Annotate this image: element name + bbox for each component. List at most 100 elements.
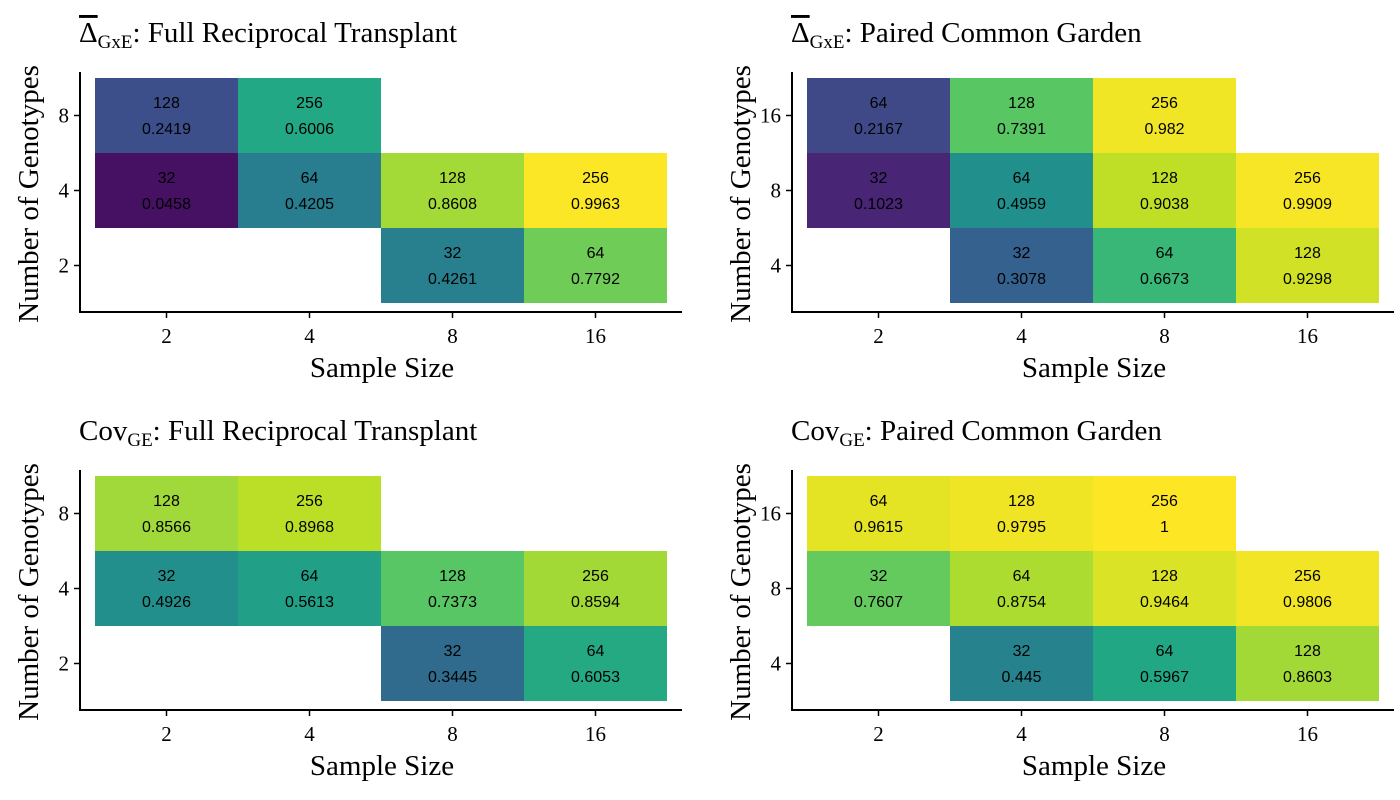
y-tick-label: 8 [771,179,782,203]
cell-value-label: 0.445 [1001,669,1041,686]
heatmap-cell [1093,551,1236,626]
y-tick-label: 4 [771,254,782,278]
x-tick-label: 8 [1159,722,1170,746]
cell-value-label: 0.5613 [285,594,334,611]
heatmap-cell [381,228,524,303]
cell-total-label: 256 [582,568,609,585]
cell-total-label: 64 [870,95,888,112]
heatmap-cell [950,153,1093,228]
cell-value-label: 0.3445 [428,669,477,686]
cell-total-label: 32 [870,568,888,585]
cell-value-label: 0.9963 [571,196,620,213]
heatmap-cell [238,476,381,551]
y-tick-label: 2 [59,652,70,676]
y-axis-title: Number of Genotypes [13,65,45,323]
heatmap-cell [524,551,667,626]
y-tick-label: 4 [59,577,70,601]
cell-value-label: 0.9038 [1140,196,1189,213]
heatmap-cell [1093,153,1236,228]
cell-total-label: 128 [1151,568,1178,585]
cell-total-label: 128 [1008,95,1035,112]
cell-total-label: 128 [1294,643,1321,660]
title-rest: : Full Reciprocal Transplant [132,17,457,49]
cell-total-label: 64 [1156,643,1174,660]
cell-value-label: 0.7391 [997,121,1046,138]
heatmap-cell [1093,626,1236,701]
cell-total-label: 256 [1294,568,1321,585]
heatmap-cell [807,476,950,551]
heatmap-cell [950,78,1093,153]
title-main: Δ [79,17,98,49]
heatmap-cell [1236,626,1379,701]
y-tick-label: 2 [59,254,70,278]
heatmap-cell [524,626,667,701]
title-subscript: GE [839,430,864,451]
cell-total-label: 64 [587,643,605,660]
cell-total-label: 64 [587,245,605,262]
x-tick-label: 16 [1297,324,1318,348]
x-tick-label: 2 [873,324,884,348]
heatmap-cell [807,78,950,153]
x-tick-label: 16 [585,722,606,746]
cell-total-label: 128 [153,493,180,510]
cell-total-label: 128 [1151,170,1178,187]
x-axis-title: Sample Size [310,352,454,384]
cell-value-label: 0.2419 [142,121,191,138]
cell-value-label: 0.8968 [285,519,334,536]
y-tick-label: 4 [771,652,782,676]
heatmap-panel: CovGE: Full Reciprocal Transplant 128 0.85… [13,415,682,782]
cell-total-label: 128 [1294,245,1321,262]
cell-value-label: 0.9298 [1283,271,1332,288]
heatmap-cell [95,551,238,626]
cell-total-label: 256 [582,170,609,187]
heatmap-panel: ΔGxE: Paired Common Garden 64 0.2167 128 0.7… [725,17,1394,384]
axis-lines [79,72,682,313]
axis-lines [791,470,1394,711]
cell-value-label: 0.4261 [428,271,477,288]
panel-title: CovGE: Full Reciprocal Transplant [79,415,477,451]
cell-value-label: 0.8594 [571,594,620,611]
y-axis-title: Number of Genotypes [725,65,757,323]
cell-value-label: 0.0458 [142,196,191,213]
x-tick-label: 4 [304,722,315,746]
cell-value-label: 0.8608 [428,196,477,213]
cell-total-label: 128 [439,568,466,585]
title-main: Δ [791,17,810,49]
heatmap-cell [1093,78,1236,153]
cell-value-label: 0.3078 [997,271,1046,288]
cell-value-label: 0.6006 [285,121,334,138]
y-tick-label: 16 [760,104,781,128]
heatmap-cell [1236,551,1379,626]
heatmap-cell [1236,153,1379,228]
heatmap-cell [238,153,381,228]
panel-title: CovGE: Paired Common Garden [791,415,1162,451]
cell-total-label: 128 [153,95,180,112]
y-tick-label: 4 [59,179,70,203]
cell-value-label: 0.7373 [428,594,477,611]
cell-total-label: 32 [158,568,176,585]
cell-total-label: 64 [301,170,319,187]
heatmap-panel: CovGE: Paired Common Garden640.96151280.… [725,415,1394,782]
cell-total-label: 32 [1013,643,1031,660]
cell-total-label: 256 [296,493,323,510]
title-subscript: GxE [98,32,133,53]
heatmap-cell [381,551,524,626]
cell-value-label: 0.9909 [1283,196,1332,213]
heatmap-cell [381,626,524,701]
axis-lines [791,72,1394,313]
heatmap-cell [95,153,238,228]
heatmap-panel: ΔGxE: Full Reciprocal Transplant 128 0.241… [13,17,682,384]
cell-value-label: 0.8603 [1283,669,1332,686]
x-tick-label: 4 [1016,722,1027,746]
cell-value-label: 0.9795 [997,519,1046,536]
y-tick-label: 8 [59,502,70,526]
heatmap-cell [1093,228,1236,303]
cell-value-label: 0.2167 [854,121,903,138]
title-rest: : Paired Common Garden [865,415,1163,447]
cell-total-label: 256 [1151,493,1178,510]
x-tick-label: 4 [304,324,315,348]
cell-total-label: 64 [301,568,319,585]
cell-value-label: 0.4959 [997,196,1046,213]
cell-total-label: 128 [1008,493,1035,510]
title-rest: : Full Reciprocal Transplant [153,415,478,447]
